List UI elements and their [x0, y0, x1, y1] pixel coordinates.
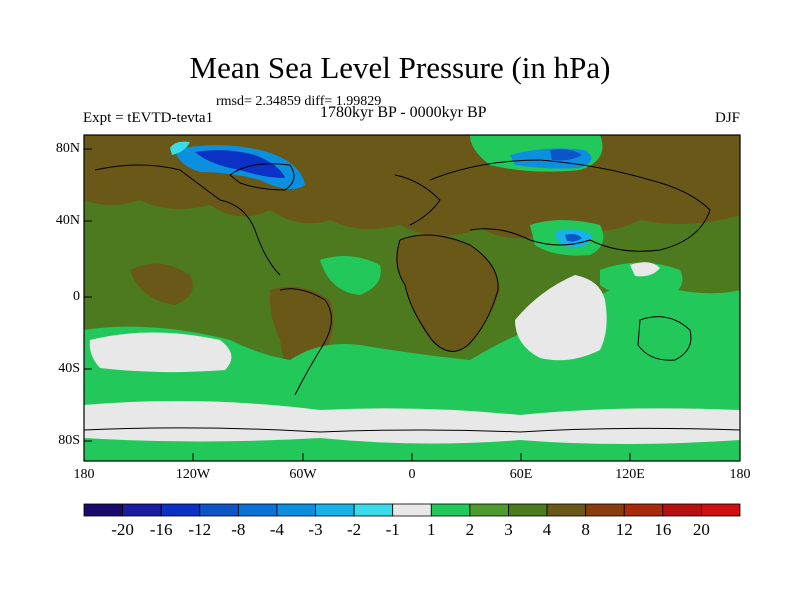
field-brown-africa [396, 233, 500, 352]
field-gray-indian [515, 275, 607, 361]
colorbar-label: -12 [188, 520, 212, 539]
colorbar-label: -20 [111, 520, 134, 539]
colorbar-swatch [353, 503, 394, 517]
field-green-atlantic [320, 256, 381, 295]
field-brown-samerica [269, 286, 334, 395]
colorbar-label: 1 [427, 520, 436, 539]
x-tick-label: 180 [729, 467, 751, 482]
field-gray-southern [84, 401, 740, 444]
field-darkblue-siberia [550, 149, 582, 161]
colorbar-swatch [546, 503, 587, 517]
colorbar-swatch [662, 503, 702, 517]
colorbar-swatch [199, 503, 239, 517]
season-label: DJF [714, 110, 740, 126]
colorbar-swatch [237, 503, 278, 517]
colorbar-label: 4 [542, 520, 552, 539]
x-tick-label: 120E [615, 467, 645, 482]
colorbar-swatch [623, 503, 664, 517]
colorbar-swatch [315, 503, 355, 517]
colorbar-label: -2 [347, 520, 362, 539]
y-tick-label: 80S [58, 433, 80, 448]
colorbar [83, 503, 741, 517]
colorbar-swatch [392, 503, 432, 517]
colorbar-swatch [276, 503, 316, 517]
colorbar-swatch [160, 503, 201, 517]
period-label: 1780kyr BP - 0000kyr BP [320, 104, 487, 121]
colorbar-swatch [508, 503, 548, 517]
colorbar-label: -8 [231, 520, 246, 539]
colorbar-label: 12 [615, 520, 633, 539]
x-tick-label: 120W [175, 467, 211, 482]
coastlines [84, 159, 740, 433]
colorbar-swatch [701, 503, 741, 517]
x-tick-label: 60W [289, 467, 317, 482]
axis-ticks [83, 148, 741, 461]
colorbar-label: -16 [149, 520, 173, 539]
x-tick-label: 0 [408, 467, 416, 482]
field-cyan-greenland [170, 141, 190, 155]
field-darkblue-tibet [565, 234, 582, 242]
field-gray-spacific [89, 332, 232, 373]
colorbar-label: -4 [269, 520, 285, 539]
colorbar-swatch [83, 503, 123, 517]
x-tick-label: 60E [509, 467, 533, 482]
field-gray-npacific [630, 262, 660, 277]
colorbar-label: 2 [465, 520, 475, 539]
colorbar-label: 8 [581, 520, 590, 539]
stats-text: rmsd= 2.34859 diff= 1.99829 [216, 94, 382, 109]
colorbar-swatch [122, 503, 162, 517]
colorbar-label: 3 [504, 520, 513, 539]
colorbar-label: 16 [654, 520, 672, 539]
y-tick-label: 80N [55, 141, 80, 156]
colorbar-swatch [585, 503, 625, 517]
field-green-indonesia [600, 262, 683, 300]
page-title: Mean Sea Level Pressure (in hPa) [189, 50, 611, 85]
colorbar-label: 20 [692, 520, 710, 539]
colorbar-swatch [430, 503, 471, 517]
experiment-label: Expt = tEVTD-tevta1 [83, 110, 214, 126]
field-darkblue-greenland [195, 150, 285, 178]
y-tick-label: 40N [55, 213, 80, 228]
y-tick-label: 0 [73, 289, 80, 304]
colorbar-label: -1 [385, 520, 400, 539]
colorbar-swatch [469, 503, 509, 517]
colorbar-label: -3 [308, 520, 323, 539]
x-tick-label: 180 [73, 467, 95, 482]
field-brown-pacific [130, 263, 193, 305]
y-tick-label: 40S [58, 361, 80, 376]
